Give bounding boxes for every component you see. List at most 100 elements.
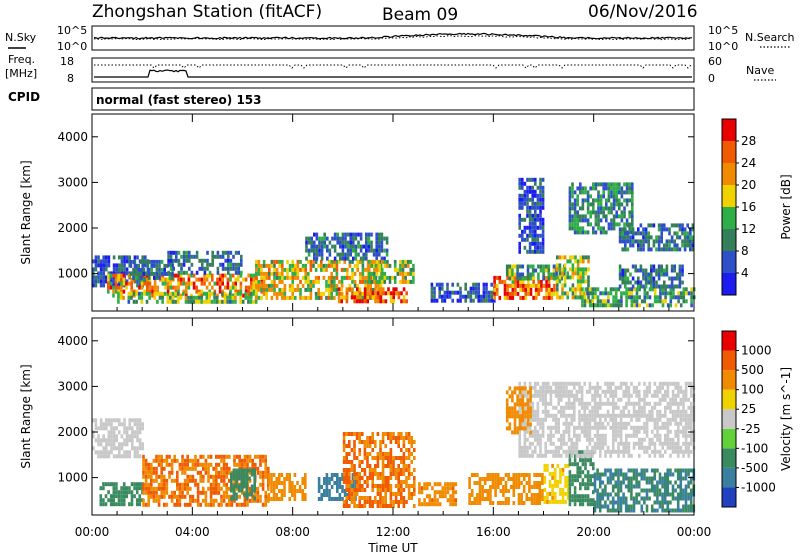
heatmap-cell	[118, 498, 121, 502]
heatmap-cell	[589, 194, 592, 198]
heatmap-cell	[102, 502, 105, 506]
heatmap-cell	[113, 426, 116, 430]
heatmap-cell	[310, 245, 313, 249]
heatmap-cell	[685, 390, 688, 394]
heatmap-cell	[576, 426, 579, 430]
heatmap-cell	[586, 414, 589, 418]
heatmap-cell	[618, 222, 621, 226]
heatmap-cell	[141, 446, 144, 450]
heatmap-cell	[636, 295, 639, 299]
heatmap-cell	[555, 430, 558, 434]
heatmap-cell	[102, 438, 105, 442]
heatmap-cell	[584, 486, 587, 490]
heatmap-cell	[164, 292, 167, 296]
heatmap-cell	[582, 214, 585, 218]
heatmap-cell	[599, 493, 602, 497]
heatmap-cell	[121, 263, 124, 267]
heatmap-cell	[499, 280, 502, 284]
heatmap-cell	[557, 382, 560, 386]
heatmap-cell	[602, 206, 605, 210]
heatmap-cell	[620, 430, 623, 434]
heatmap-cell	[680, 295, 683, 299]
heatmap-cell	[281, 260, 284, 264]
heatmap-cell	[410, 460, 413, 464]
heatmap-cell	[638, 446, 641, 450]
heatmap-cell	[579, 279, 582, 283]
heatmap-cell	[633, 469, 636, 473]
heatmap-cell	[574, 214, 577, 218]
heatmap-cell	[284, 268, 287, 272]
heatmap-cell	[194, 463, 197, 467]
heatmap-cell	[234, 300, 237, 304]
heatmap-cell	[371, 500, 374, 504]
heatmap-cell	[554, 468, 557, 472]
heatmap-cell	[197, 491, 200, 495]
heatmap-cell	[613, 218, 616, 222]
heatmap-cell	[125, 286, 128, 290]
heatmap-cell	[615, 202, 618, 206]
heatmap-cell	[429, 498, 432, 502]
heatmap-cell	[307, 280, 310, 284]
heatmap-cell	[120, 490, 123, 494]
heatmap-cell	[153, 479, 156, 483]
heatmap-cell	[273, 268, 276, 272]
heatmap-cell	[615, 485, 618, 489]
heatmap-cell	[671, 285, 674, 289]
heatmap-cell	[637, 239, 640, 243]
heatmap-cell	[615, 214, 618, 218]
heatmap-cell	[278, 477, 281, 481]
heatmap-cell	[609, 454, 612, 458]
heatmap-cell	[150, 495, 153, 499]
heatmap-cell	[531, 194, 534, 198]
heatmap-cell	[181, 459, 184, 463]
heatmap-cell	[602, 442, 605, 446]
heatmap-cell	[595, 222, 598, 226]
heatmap-cell	[229, 296, 232, 300]
heatmap-cell	[395, 291, 398, 295]
heatmap-cell	[615, 493, 618, 497]
heatmap-cell	[413, 440, 416, 444]
heatmap-cell	[321, 245, 324, 249]
heatmap-cell	[565, 394, 568, 398]
heatmap-cell	[150, 487, 153, 491]
heatmap-cell	[489, 489, 492, 493]
heatmap-cell	[126, 486, 129, 490]
heatmap-cell	[383, 237, 386, 241]
heatmap-cell	[537, 218, 540, 222]
heatmap-cell	[142, 491, 145, 495]
heatmap-cell	[224, 251, 227, 255]
heatmap-cell	[123, 494, 126, 498]
heatmap-cell	[582, 259, 585, 263]
heatmap-cell	[539, 418, 542, 422]
heatmap-cell	[667, 418, 670, 422]
heatmap-cell	[223, 483, 226, 487]
heatmap-cell	[679, 223, 682, 227]
heatmap-cell	[379, 444, 382, 448]
heatmap-cell	[612, 414, 615, 418]
heatmap-cell	[583, 454, 586, 458]
heatmap-cell	[142, 467, 145, 471]
heatmap-cell	[655, 281, 658, 285]
heatmap-cell	[668, 247, 671, 251]
heatmap-cell	[531, 442, 534, 446]
heatmap-cell	[227, 251, 230, 255]
heatmap-cell	[504, 296, 507, 300]
heatmap-cell	[242, 294, 245, 298]
heatmap-cell	[341, 489, 344, 493]
heatmap-cell	[676, 273, 679, 277]
heatmap-cell	[604, 442, 607, 446]
heatmap-cell	[546, 496, 549, 500]
heatmap-cell	[364, 276, 367, 280]
heatmap-cell	[433, 299, 436, 303]
heatmap-cell	[318, 477, 321, 481]
heatmap-cell	[229, 300, 232, 304]
heatmap-cell	[126, 434, 129, 438]
heatmap-cell	[518, 202, 521, 206]
heatmap-cell	[351, 500, 354, 504]
heatmap-cell	[356, 472, 359, 476]
heatmap-cell	[597, 206, 600, 210]
heatmap-cell	[544, 398, 547, 402]
heatmap-cell	[673, 223, 676, 227]
heatmap-cell	[538, 284, 541, 288]
heatmap-cell	[134, 255, 137, 259]
